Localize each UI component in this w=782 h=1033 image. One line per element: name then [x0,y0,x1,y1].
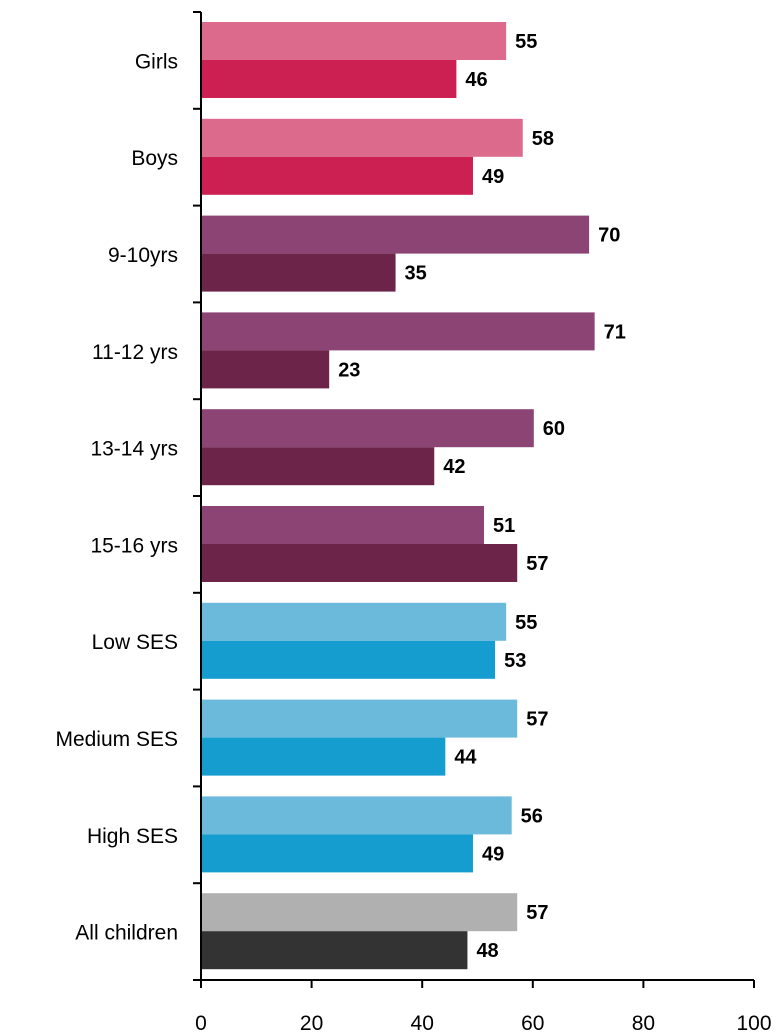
bar-7-series-0 [202,699,518,738]
bar-1-series-1 [202,156,473,195]
value-label-0-series-0: 55 [515,31,537,53]
category-label: All children [75,922,178,945]
value-label-6-series-1: 53 [504,650,526,672]
category-label: High SES [87,825,178,848]
bar-5-series-0 [202,506,485,544]
bar-4-series-1 [202,447,435,486]
value-label-1-series-1: 49 [482,166,504,188]
bar-1-series-0 [202,118,523,157]
bar-6-series-0 [202,602,507,641]
bars-group [202,22,595,970]
value-label-5-series-0: 51 [493,515,515,537]
value-label-3-series-1: 23 [338,359,360,381]
x-tick-label: 0 [195,1012,207,1033]
bar-3-series-1 [202,350,330,389]
value-label-5-series-1: 57 [526,553,548,575]
x-tick-label: 20 [300,1012,323,1033]
bar-5-series-1 [202,544,518,582]
value-label-8-series-1: 49 [482,843,504,865]
bar-7-series-1 [202,737,446,776]
value-label-1-series-0: 58 [532,128,554,150]
y-ticks-group [193,11,201,981]
value-label-8-series-0: 56 [521,805,543,827]
value-label-2-series-1: 35 [405,263,427,285]
bar-4-series-0 [202,409,534,448]
x-ticks-group: 0 20 40 60 80 100 [195,980,772,1033]
category-label: Boys [131,147,178,170]
bar-2-series-0 [202,215,590,254]
bar-2-series-1 [202,253,396,292]
category-label: 9-10yrs [108,244,178,267]
bar-0-series-1 [202,60,457,98]
category-label: 15-16 yrs [90,534,178,557]
value-label-9-series-0: 57 [526,902,548,924]
value-label-0-series-1: 46 [465,69,487,91]
value-labels-group: 55 46 58 49 70 35 71 23 60 42 51 57 55 53 57 44 56 49 57 48 [338,31,626,962]
category-label: 13-14 yrs [90,438,178,461]
x-tick-label: 40 [411,1012,434,1033]
value-label-4-series-1: 42 [443,456,465,478]
category-label: Girls [135,50,178,73]
bar-9-series-1 [202,931,468,970]
bar-8-series-0 [202,796,512,835]
bar-9-series-0 [202,893,518,932]
x-tick-label: 60 [521,1012,544,1033]
bar-8-series-1 [202,834,473,873]
category-label: Medium SES [55,728,178,751]
category-label: Low SES [92,631,178,654]
bar-3-series-0 [202,312,595,351]
category-labels-group: Girls Boys 9-10yrs 11-12 yrs 13-14 yrs 15-16 … [55,50,178,944]
value-label-7-series-1: 44 [454,747,477,769]
bar-6-series-1 [202,640,496,679]
value-label-6-series-0: 55 [515,612,537,634]
value-label-7-series-0: 57 [526,709,548,731]
value-label-4-series-0: 60 [543,418,565,440]
value-label-2-series-0: 70 [598,225,620,247]
value-label-9-series-1: 48 [476,940,498,962]
bar-0-series-0 [202,22,507,60]
value-label-3-series-0: 71 [604,321,626,343]
x-tick-label: 80 [632,1012,655,1033]
x-tick-label: 100 [736,1012,771,1033]
category-label: 11-12 yrs [92,341,178,364]
